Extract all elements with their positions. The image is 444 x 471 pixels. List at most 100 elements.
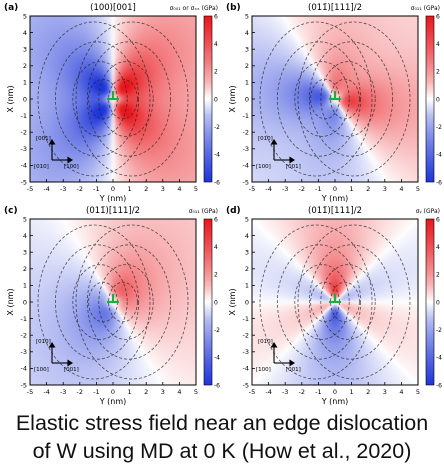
dislocation-marker-icon: [329, 91, 341, 101]
colorbar: [425, 218, 435, 386]
x-tick-label: -3: [60, 388, 66, 396]
colorbar-tick-label: 4: [214, 41, 218, 48]
colorbar-tick-label: 2: [436, 69, 440, 76]
x-tick-label: -2: [77, 185, 83, 193]
x-tick-label: -5: [27, 185, 33, 193]
x-tick-label: -3: [282, 185, 288, 193]
x-tick-label: -5: [249, 185, 255, 193]
colorbar-tick-label: -4: [214, 355, 220, 362]
dislocation-marker-icon: [107, 294, 119, 304]
crystal-direction-label: [001]: [64, 367, 79, 373]
y-tick-label: 5: [245, 215, 249, 223]
colorbar-tick-label: -4: [436, 355, 442, 362]
y-tick-label: -5: [243, 381, 249, 389]
x-tick-label: 0: [111, 388, 115, 396]
x-tick-label: 3: [383, 185, 387, 193]
y-tick-label: -3: [21, 145, 27, 153]
crystal-direction-label: [010]: [34, 164, 49, 170]
x-tick-label: 1: [128, 185, 132, 193]
x-tick-label: 3: [161, 388, 165, 396]
orientation-arrows-icon: [48, 138, 74, 164]
x-tick-label: 1: [350, 185, 354, 193]
colorbar-tick-label: -2: [214, 327, 220, 334]
x-axis-label: Y (nm): [321, 194, 349, 203]
x-tick-label: -2: [77, 388, 83, 396]
y-tick-label: 2: [245, 265, 249, 273]
y-tick-label: 5: [23, 12, 27, 20]
y-tick-label: 0: [23, 298, 27, 306]
x-tick-label: 3: [161, 185, 165, 193]
orientation-arrows-icon: [270, 138, 296, 164]
y-tick-label: 1: [23, 282, 27, 290]
crystal-direction-label: [010]: [36, 339, 51, 345]
crystal-direction-label: [010]: [258, 136, 273, 142]
y-tick-label: 1: [245, 79, 249, 87]
panel-b: -5 -4 -3 -2 -1 0 1 2 3 4 5 5 4 3 2 1 0 -1 -2 -3 -4 -5 Y (nm) X …: [226, 3, 442, 203]
x-axis-label: Y (nm): [99, 194, 127, 203]
y-tick-label: -1: [243, 315, 249, 323]
x-tick-label: 0: [111, 185, 115, 193]
panel-title: (011̄)[111]/2: [308, 206, 362, 216]
y-tick-label: -4: [243, 162, 249, 170]
x-tick-label: -2: [299, 388, 305, 396]
dislocation-marker-icon: [107, 91, 119, 101]
x-tick-label: 1: [128, 388, 132, 396]
y-tick-label: 0: [245, 298, 249, 306]
x-tick-label: 0: [333, 185, 337, 193]
colorbar-tick-label: -6: [214, 382, 220, 389]
y-tick-label: 1: [23, 79, 27, 87]
colorbar-tick-label: 6: [214, 216, 218, 223]
y-tick-label: 0: [23, 95, 27, 103]
panel-title: (011̄)[111]/2: [86, 206, 140, 216]
y-tick-label: -4: [243, 365, 249, 373]
x-tick-label: 2: [366, 185, 370, 193]
panel-a: -5 -4 -3 -2 -1 0 1 2 3 4 5 5 4 3 2 1 0 -1 -2 -3 -4 -5 Y (nm) X …: [4, 3, 220, 203]
x-tick-label: 2: [144, 185, 148, 193]
caption-line-1: Elastic stress field near an edge disloc…: [15, 411, 429, 435]
panel-letter: (c): [4, 206, 18, 216]
colorbar: [203, 218, 213, 386]
y-tick-label: -4: [21, 162, 27, 170]
y-tick-label: -1: [21, 315, 27, 323]
colorbar-tick-label: 2: [214, 69, 218, 76]
y-tick-label: -2: [243, 332, 249, 340]
colorbar-tick-label: 6: [214, 13, 218, 20]
x-tick-label: 5: [416, 185, 420, 193]
y-tick-label: 5: [245, 12, 249, 20]
x-tick-label: 5: [416, 388, 420, 396]
x-tick-label: 3: [383, 388, 387, 396]
colorbar-label: σ₀₁₁ (GPa): [411, 5, 440, 12]
colorbar-label: σ₀₁₁ (GPa): [189, 208, 218, 215]
panel-title: (011̄)[111]/2: [308, 3, 362, 13]
y-tick-label: 2: [23, 62, 27, 70]
y-tick-label: 4: [245, 232, 249, 240]
x-tick-label: 2: [366, 388, 370, 396]
x-tick-label: -3: [282, 388, 288, 396]
crystal-direction-label: [100]: [64, 164, 79, 170]
y-tick-label: -3: [243, 145, 249, 153]
y-tick-label: -1: [243, 112, 249, 120]
colorbar: [425, 15, 435, 183]
y-tick-label: -3: [243, 348, 249, 356]
colorbar-tick-label: 2: [436, 272, 440, 279]
y-axis-label: X (nm): [6, 85, 15, 112]
colorbar-tick-label: 4: [214, 244, 218, 251]
y-tick-label: 4: [245, 29, 249, 37]
y-tick-label: -2: [21, 129, 27, 137]
x-tick-label: 5: [194, 388, 198, 396]
x-axis-label: Y (nm): [321, 397, 349, 406]
x-tick-label: -3: [60, 185, 66, 193]
colorbar-tick-label: 4: [436, 244, 440, 251]
x-axis-label: Y (nm): [99, 397, 127, 406]
crystal-direction-label: [100]: [34, 367, 49, 373]
colorbar-tick-label: 6: [436, 13, 440, 20]
y-tick-label: 1: [245, 282, 249, 290]
colorbar-tick-label: -6: [436, 382, 442, 389]
x-tick-label: 4: [399, 185, 403, 193]
y-tick-label: 4: [23, 29, 27, 37]
y-tick-label: 2: [245, 62, 249, 70]
x-tick-label: -1: [315, 388, 321, 396]
x-tick-label: -4: [265, 185, 271, 193]
crystal-direction-label: [001]: [286, 367, 301, 373]
